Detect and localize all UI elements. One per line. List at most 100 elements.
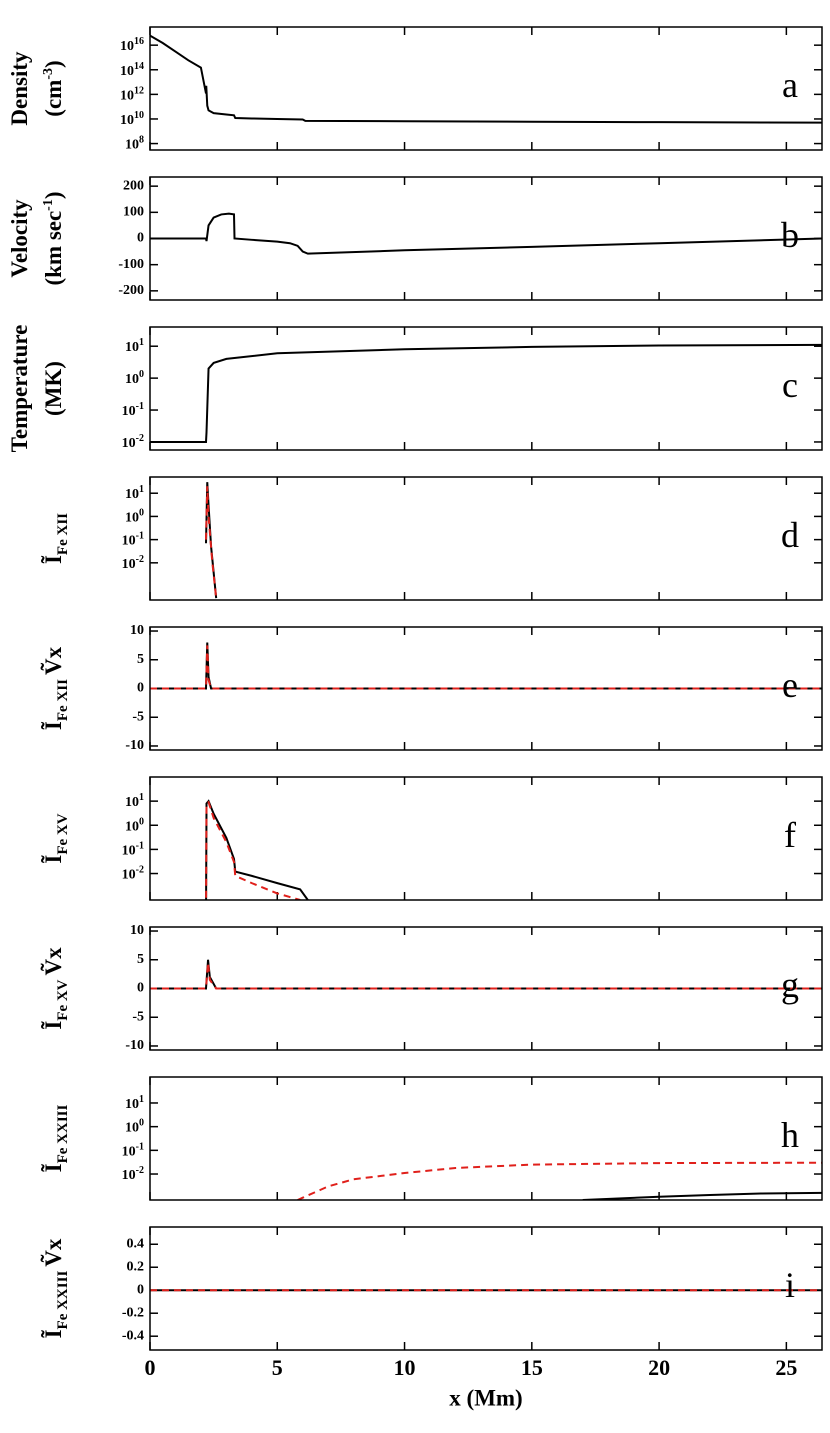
data-line bbox=[150, 34, 822, 124]
data-line bbox=[205, 800, 301, 900]
label-part: Ṽx bbox=[41, 646, 66, 675]
y-tick-label: -0.2 bbox=[122, 1305, 144, 1320]
tick-base: 10 bbox=[125, 795, 139, 810]
y-axis-label: Temperature bbox=[7, 325, 32, 453]
label-part: Fe XXIII bbox=[55, 1104, 71, 1163]
y-tick-label: 5 bbox=[137, 952, 144, 967]
data-line bbox=[150, 642, 822, 690]
label-part: Velocity bbox=[7, 199, 32, 278]
y-tick-label: 0 bbox=[137, 231, 144, 246]
y-axis-label: (MK) bbox=[41, 361, 66, 416]
tick-base: 10 bbox=[125, 372, 139, 387]
y-tick-label: 10-2 bbox=[122, 433, 144, 451]
y-tick-label: 10-1 bbox=[122, 1141, 144, 1159]
panel-letter: d bbox=[781, 515, 799, 555]
tick-base: 10 bbox=[125, 1121, 139, 1136]
label-part: Ĩ bbox=[41, 721, 66, 730]
data-line bbox=[150, 645, 822, 690]
panel-letter: a bbox=[782, 65, 798, 105]
y-tick-label: 1010 bbox=[120, 110, 144, 128]
panel-letter: b bbox=[781, 215, 799, 255]
tick-base: 10 bbox=[122, 1168, 136, 1183]
label-part: (cm bbox=[41, 80, 66, 117]
data-line bbox=[205, 799, 309, 900]
tick-exponent: -2 bbox=[136, 554, 144, 565]
tick-exponent: -1 bbox=[136, 840, 144, 851]
y-tick-label: 100 bbox=[125, 507, 144, 525]
panel-letter: h bbox=[781, 1115, 799, 1155]
plot-frame bbox=[149, 1226, 823, 1351]
y-axis-label: (km sec-1) bbox=[41, 191, 67, 285]
y-tick-label: 0.4 bbox=[127, 1236, 145, 1251]
y-axis-label: ĨFe XXIII Ṽx bbox=[41, 1238, 71, 1338]
y-tick-label: 10-2 bbox=[122, 1165, 144, 1183]
tick-exponent: 0 bbox=[139, 507, 144, 518]
tick-exponent: 10 bbox=[134, 110, 144, 121]
y-tick-label: -5 bbox=[132, 1009, 144, 1024]
y-tick-label: 200 bbox=[123, 178, 144, 193]
y-tick-label: 0 bbox=[137, 681, 144, 696]
label-part: (km sec bbox=[41, 211, 66, 286]
tick-exponent: -2 bbox=[136, 433, 144, 444]
tick-base: 10 bbox=[120, 39, 134, 54]
tick-exponent: 1 bbox=[139, 792, 144, 803]
panel: 10 5 0 -5 -10 g ĨFe XV Ṽx bbox=[41, 923, 823, 1053]
y-tick-label: -10 bbox=[125, 738, 144, 753]
data-line bbox=[150, 959, 822, 990]
y-tick-label: 101 bbox=[125, 792, 144, 810]
y-tick-label: -10 bbox=[125, 1038, 144, 1053]
y-axis-label: ĨFe XII bbox=[41, 513, 71, 564]
y-axis-label: ĨFe XV bbox=[41, 813, 71, 863]
plot-frame bbox=[149, 26, 823, 151]
tick-base: 10 bbox=[125, 340, 139, 355]
label-part: Ṽx bbox=[41, 1238, 66, 1267]
label-part: Fe XII bbox=[55, 513, 71, 555]
label-part: ) bbox=[41, 60, 66, 68]
label-part: -3 bbox=[41, 68, 56, 80]
label-part: Ĩ bbox=[41, 1329, 66, 1338]
y-tick-label: -5 bbox=[132, 709, 144, 724]
y-tick-label: -200 bbox=[118, 283, 144, 298]
y-axis-label: ĨFe XXIII bbox=[41, 1104, 71, 1172]
y-tick-label: 108 bbox=[125, 134, 144, 152]
label-part: Ĩ bbox=[41, 1163, 66, 1172]
y-tick-label: -0.4 bbox=[122, 1328, 144, 1343]
y-axis-label: ĨFe XV Ṽx bbox=[41, 947, 71, 1030]
x-tick-label: 10 bbox=[394, 1355, 416, 1380]
x-axis-label: x (Mm) bbox=[449, 1385, 522, 1410]
plot-frame bbox=[149, 776, 823, 901]
y-tick-label: 10-1 bbox=[122, 401, 144, 419]
y-tick-label: 100 bbox=[123, 205, 144, 220]
tick-exponent: -2 bbox=[136, 864, 144, 875]
panel-letter: f bbox=[784, 815, 796, 855]
data-line bbox=[297, 1161, 822, 1200]
tick-exponent: 0 bbox=[139, 1117, 144, 1128]
label-part: Fe XII bbox=[55, 679, 71, 721]
label-part: (MK) bbox=[41, 361, 66, 416]
data-line bbox=[150, 962, 822, 990]
y-tick-label: 0 bbox=[137, 981, 144, 996]
label-part: Ĩ bbox=[41, 1021, 66, 1030]
y-tick-label: 10-2 bbox=[122, 554, 144, 572]
tick-base: 10 bbox=[120, 89, 134, 104]
panel: 10 5 0 -5 -10 e ĨFe XII Ṽx bbox=[41, 623, 823, 753]
y-tick-label: 1012 bbox=[120, 85, 144, 103]
y-tick-label: 100 bbox=[125, 816, 144, 834]
y-tick-label: 100 bbox=[125, 369, 144, 387]
tick-exponent: 14 bbox=[134, 61, 144, 72]
x-tick-label: 15 bbox=[521, 1355, 543, 1380]
tick-base: 10 bbox=[122, 557, 136, 572]
y-axis-label: ĨFe XII Ṽx bbox=[41, 646, 71, 730]
y-tick-label: 10 bbox=[130, 923, 144, 938]
y-tick-label: 0 bbox=[137, 1282, 144, 1297]
plot-frame bbox=[149, 176, 823, 301]
y-tick-label: 10-1 bbox=[122, 840, 144, 858]
data-line bbox=[582, 1191, 822, 1200]
label-part: Temperature bbox=[7, 325, 32, 453]
y-axis-label: Velocity bbox=[7, 199, 32, 278]
